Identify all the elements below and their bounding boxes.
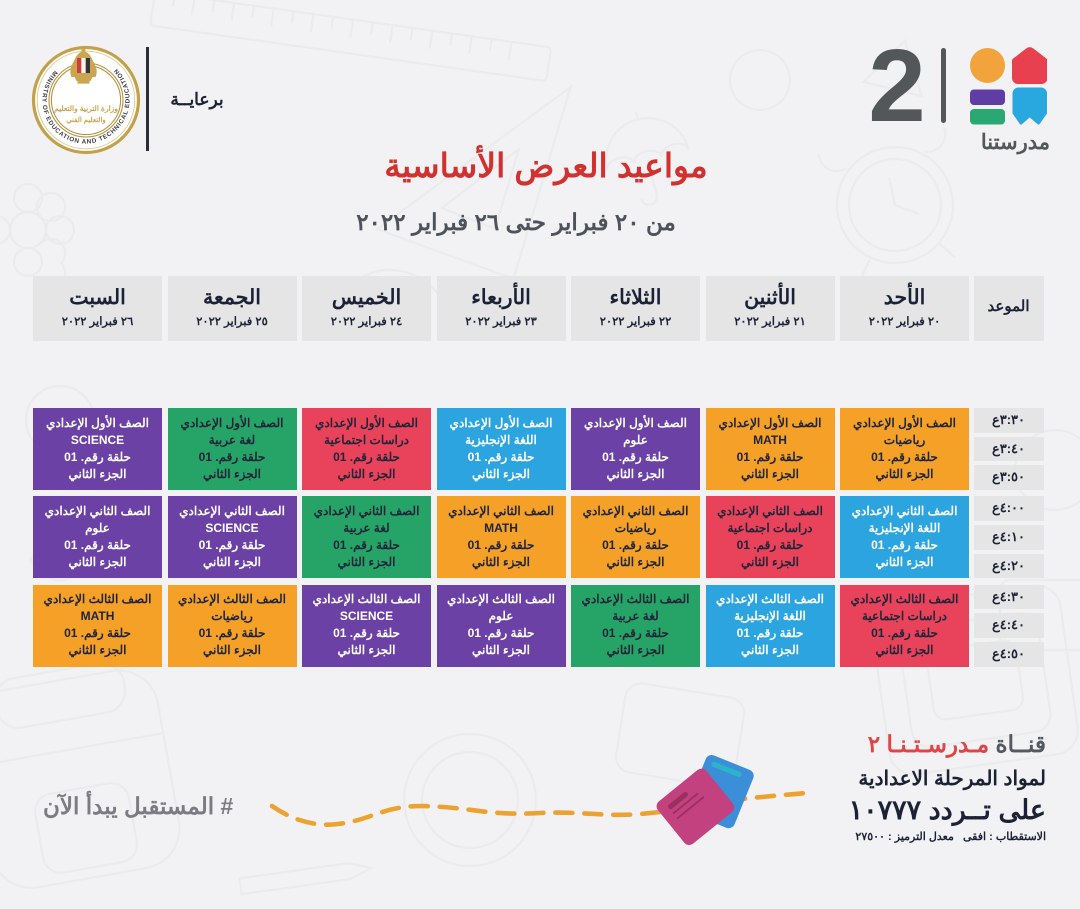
svg-text:والتعليم الفني: والتعليم الفني <box>66 116 106 125</box>
svg-text:وزارة التربية والتعليم: وزارة التربية والتعليم <box>54 104 118 114</box>
